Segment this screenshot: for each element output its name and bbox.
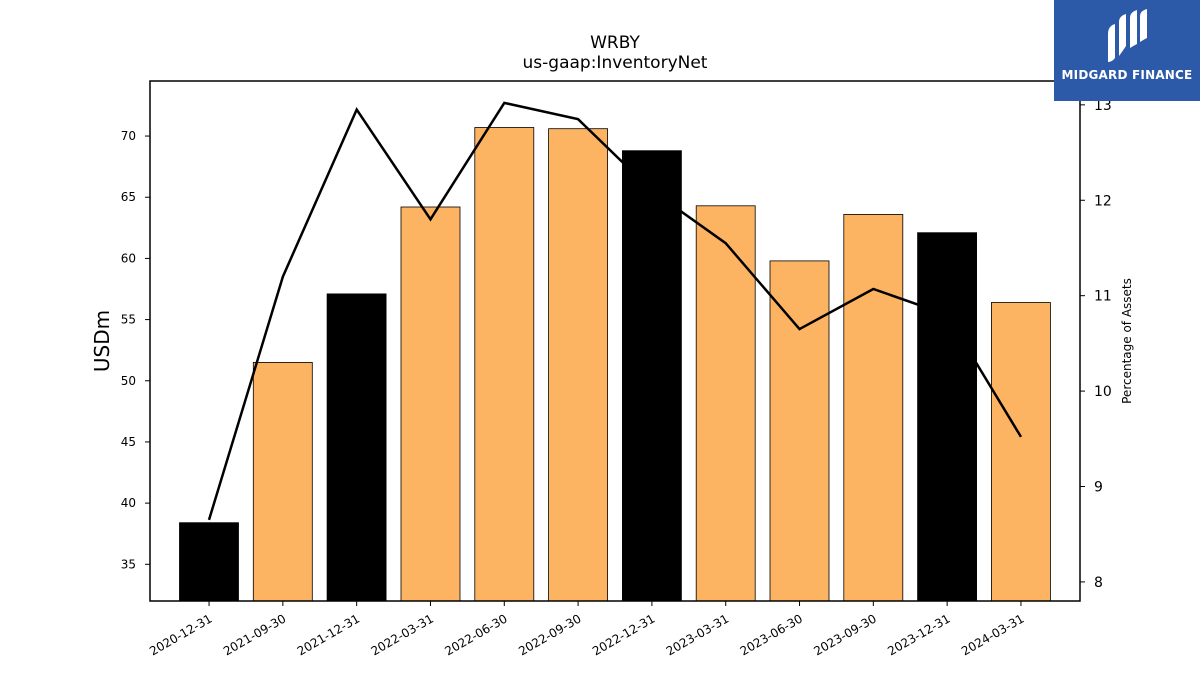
y-tick-label: 50 — [121, 374, 136, 388]
y2-axis-label: Percentage of Assets — [1120, 278, 1134, 404]
y-tick-label: 35 — [121, 557, 136, 571]
y-tick-label: 70 — [121, 129, 136, 143]
midgard-logo-icon — [1108, 9, 1147, 62]
y-tick-label: 55 — [121, 313, 136, 327]
chart-title: WRBY — [590, 33, 640, 53]
bar-2022-09-30 — [548, 128, 608, 602]
y2-tick-label: 12 — [1094, 193, 1112, 209]
bar-2022-12-31 — [622, 150, 682, 602]
bar-2023-09-30 — [843, 213, 904, 602]
percentage-of-assets-line — [207, 101, 1023, 521]
x-tick-label: 2022-06-30 — [442, 611, 509, 658]
y-axis-label: USDm — [90, 310, 114, 372]
x-tick-label: 2023-09-30 — [811, 611, 878, 658]
y2-tick-label: 11 — [1094, 289, 1112, 305]
x-tick-label: 2023-12-31 — [885, 611, 952, 658]
y2-tick-label: 8 — [1094, 575, 1103, 591]
bar-2021-09-30 — [252, 361, 313, 602]
chart-subtitle: us-gaap:InventoryNet — [523, 53, 708, 73]
bar-2022-06-30 — [474, 127, 535, 602]
midgard-finance-logo: MIDGARD FINANCE — [1054, 0, 1200, 101]
bar-2021-12-31 — [326, 293, 387, 602]
y-tick-label: 65 — [121, 190, 136, 204]
x-tick-label: 2021-09-30 — [221, 611, 288, 658]
x-tick-label: 2022-03-31 — [369, 611, 436, 658]
x-tick-label: 2023-06-30 — [738, 611, 805, 658]
y2-tick-label: 9 — [1094, 480, 1103, 496]
y-tick-label: 40 — [121, 496, 136, 510]
y2-tick-label: 10 — [1094, 384, 1112, 400]
x-tick-label: 2022-12-31 — [590, 611, 657, 658]
bar-2024-03-31 — [991, 302, 1051, 602]
bar-2022-03-31 — [400, 206, 461, 602]
bar-2020-12-31 — [179, 522, 239, 602]
x-tick-label: 2021-12-31 — [295, 611, 362, 658]
x-tick-label: 2024-03-31 — [959, 611, 1026, 658]
x-tick-label: 2020-12-31 — [147, 611, 214, 658]
x-tick-label: 2022-09-30 — [516, 611, 583, 658]
x-tick-label: 2023-03-31 — [664, 611, 731, 658]
logo-text: MIDGARD FINANCE — [1061, 68, 1193, 82]
plot-frame — [149, 80, 1081, 602]
bar-2023-03-31 — [695, 205, 756, 602]
y2-tick-label: 13 — [1094, 98, 1112, 114]
y-tick-label: 45 — [121, 435, 136, 449]
y-tick-label: 60 — [121, 251, 136, 265]
bar-2023-06-30 — [769, 260, 830, 602]
bar-2023-12-31 — [917, 232, 977, 602]
